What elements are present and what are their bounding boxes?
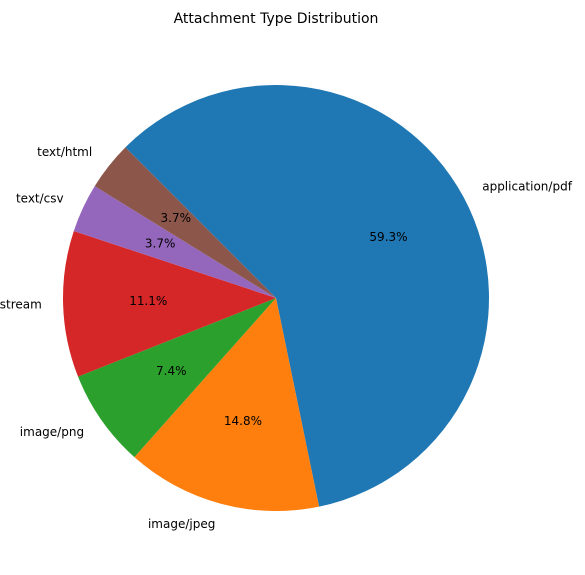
slice-label-text-html: text/html bbox=[37, 145, 92, 159]
pie-labels: application/pdf 59.3% image/jpeg 14.8% image… bbox=[0, 145, 573, 531]
slice-percent-image-jpeg: 14.8% bbox=[224, 414, 262, 428]
pie-slice-image-jpeg bbox=[134, 298, 320, 512]
slice-percent-text-csv: 3.7% bbox=[145, 236, 176, 250]
chart-title: Attachment Type Distribution bbox=[174, 11, 379, 27]
pie-slice-application-octet-stream bbox=[62, 231, 276, 377]
slice-percent-application-octet-stream: 11.1% bbox=[129, 294, 167, 308]
slice-label-application-pdf: application/pdf bbox=[482, 179, 572, 193]
pie-slice-application-pdf bbox=[125, 85, 490, 507]
slice-label-text-csv: text/csv bbox=[16, 191, 64, 205]
pie-slice-image-png bbox=[78, 298, 276, 458]
slice-label-image-png: image/png bbox=[20, 425, 84, 439]
slice-percent-application-pdf: 59.3% bbox=[369, 230, 407, 244]
slice-label-image-jpeg: image/jpeg bbox=[148, 517, 215, 531]
slice-label-application-octet-stream: application/octet-stream bbox=[0, 297, 42, 311]
pie-slices bbox=[62, 85, 490, 512]
slice-percent-image-png: 7.4% bbox=[156, 364, 187, 378]
pie-slice-text-csv bbox=[73, 186, 277, 298]
slice-percent-text-html: 3.7% bbox=[161, 211, 192, 225]
pie-slice-text-html bbox=[94, 147, 276, 298]
